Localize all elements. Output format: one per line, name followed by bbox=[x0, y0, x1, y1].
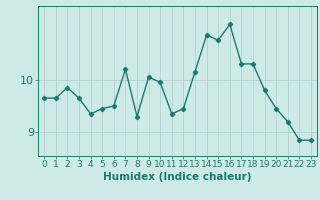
X-axis label: Humidex (Indice chaleur): Humidex (Indice chaleur) bbox=[103, 172, 252, 182]
